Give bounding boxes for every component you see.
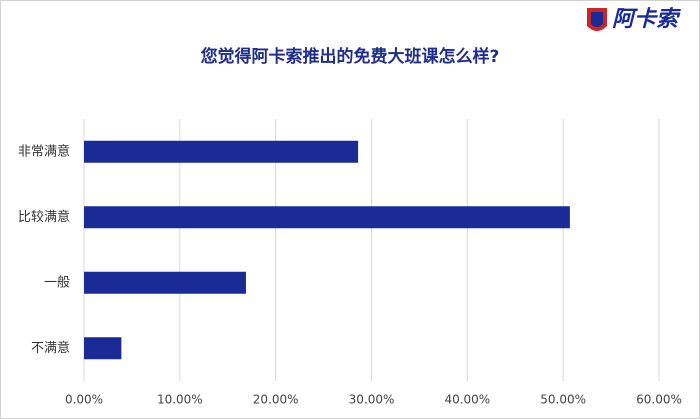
x-tick-label: 60.00% [636, 393, 682, 407]
x-tick-label: 10.00% [157, 393, 203, 407]
y-tick-label: 一般 [44, 274, 70, 290]
x-tick-label: 40.00% [444, 393, 490, 407]
logo-shield-inner [591, 12, 603, 27]
x-tick-label: 20.00% [253, 393, 299, 407]
y-tick-label: 比较满意 [18, 209, 70, 225]
bar [84, 140, 359, 163]
x-tick-label: 50.00% [540, 393, 586, 407]
x-tick-label: 0.00% [65, 393, 103, 407]
logo: 阿卡索 [587, 7, 681, 32]
bar [84, 337, 122, 360]
x-tick-label: 30.00% [349, 393, 395, 407]
bar [84, 206, 570, 229]
bar [84, 271, 246, 294]
y-tick-label: 不满意 [31, 340, 70, 356]
logo-text: 阿卡索 [612, 7, 681, 32]
y-tick-label: 非常满意 [18, 143, 70, 159]
chart-title: 您觉得阿卡索推出的免费大班课怎么样? [201, 46, 500, 67]
